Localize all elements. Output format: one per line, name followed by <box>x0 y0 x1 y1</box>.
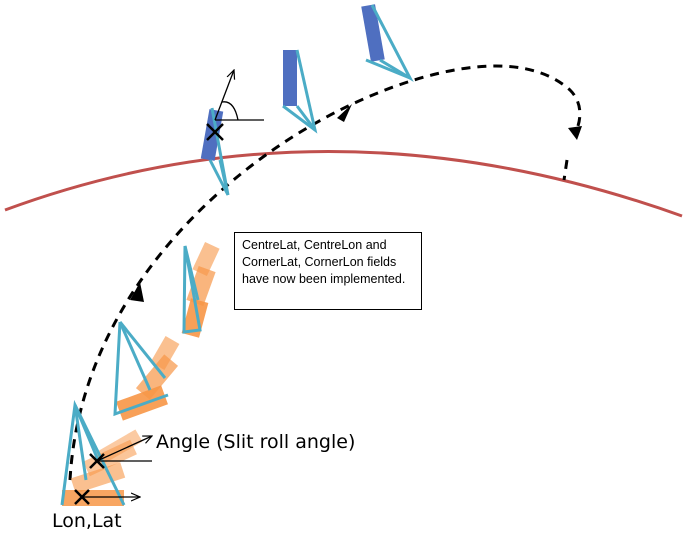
trajectory-arrowhead <box>337 104 352 122</box>
angle-label: Angle (Slit roll angle) <box>156 431 355 453</box>
info-note-text: CentreLat, CentreLon and CornerLat, Corn… <box>242 238 406 286</box>
footprint-blue-3 <box>365 4 414 83</box>
trajectory-arrowhead <box>130 282 144 302</box>
cross-marker-top <box>206 123 224 141</box>
footprint-middle <box>113 321 169 417</box>
slit-blue-3 <box>361 4 385 62</box>
slit-blue-2 <box>283 50 297 106</box>
footprint-blue-2 <box>282 49 318 134</box>
lonlat-label: Lon,Lat <box>52 510 122 532</box>
trajectory-continuation <box>562 159 569 181</box>
info-note-box: CentreLat, CentreLon and CornerLat, Corn… <box>234 232 422 310</box>
trajectory-path <box>68 64 582 481</box>
footprint-upper-orange <box>182 245 202 334</box>
footprint-blue-1 <box>208 107 230 196</box>
slit-group-orange-middle <box>116 336 180 421</box>
footprint-bottom <box>60 399 126 506</box>
angle-arrow <box>96 436 152 462</box>
horizon-curve <box>4 149 683 218</box>
trajectory-arrowhead <box>568 126 582 140</box>
angle-marker-top <box>214 70 264 121</box>
